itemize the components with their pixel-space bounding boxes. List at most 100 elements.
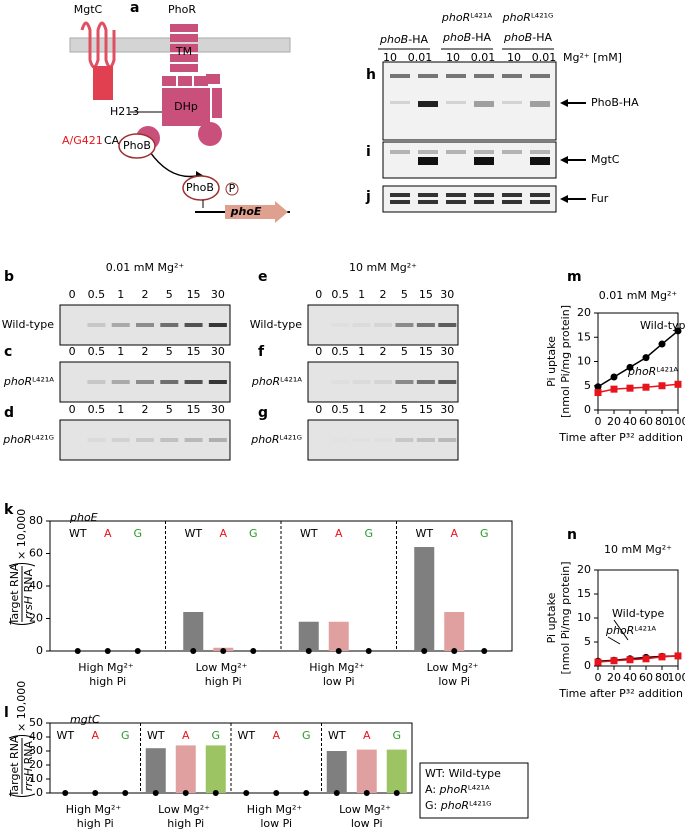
arrow <box>149 151 197 178</box>
time-label: 0 <box>315 345 322 358</box>
strain-label: Wild-type <box>250 318 303 331</box>
band <box>331 438 349 442</box>
y-label-factor: × 10,000 <box>15 509 28 560</box>
bar-base-dot <box>303 790 310 796</box>
y-tick-label: 10 <box>577 355 591 368</box>
time-label: 1 <box>358 403 365 416</box>
band <box>438 380 457 384</box>
gel <box>307 361 459 403</box>
marker <box>594 383 602 391</box>
panel-label: j <box>365 189 371 205</box>
x-tick-label: 40 <box>623 415 637 428</box>
y-tick-label: 5 <box>584 379 591 392</box>
band <box>474 200 494 204</box>
band <box>353 438 371 442</box>
y-label-numerator: Target RNA <box>8 735 21 797</box>
y-axis-label: Pi uptake <box>545 592 558 643</box>
x-tick-label: 20 <box>607 671 621 684</box>
series-header: G <box>364 527 373 540</box>
column-header: phoRᴸ⁴²¹ᴬ <box>441 11 492 24</box>
band <box>416 323 435 327</box>
band <box>530 74 550 78</box>
series-annotation: phoRᴸ⁴²¹ᴬ <box>627 365 678 378</box>
time-label: 15 <box>187 345 201 358</box>
series-header: A <box>363 729 371 742</box>
band <box>474 193 494 197</box>
y-tick-label: 15 <box>577 587 591 600</box>
marker <box>642 655 650 663</box>
panel-label: h <box>366 67 376 83</box>
dose-label: 0.01 <box>471 51 496 64</box>
bar-base-dot <box>421 648 428 654</box>
legend-entry: WT: Wild-type <box>425 767 501 780</box>
x-axis-label: Time after P³² addition (s) <box>558 431 685 444</box>
band <box>87 380 106 384</box>
band <box>136 323 154 327</box>
band <box>418 193 438 197</box>
bar-base-dot <box>363 790 370 796</box>
band <box>395 380 414 384</box>
band <box>438 438 457 442</box>
band <box>390 193 410 197</box>
band <box>390 101 410 104</box>
y-label-numerator: Target RNA <box>8 563 21 625</box>
band <box>502 74 522 78</box>
band-label: Fur <box>591 192 609 205</box>
marker <box>610 385 618 393</box>
series-header: G <box>133 527 142 540</box>
series-header: G <box>392 729 401 742</box>
y-tick-label: 20 <box>29 612 43 625</box>
column-header: phoB-HA <box>503 31 552 44</box>
time-label: 15 <box>187 288 201 301</box>
marker <box>674 327 682 335</box>
gel <box>59 419 231 461</box>
band <box>184 438 203 442</box>
x-tick-label: Low Mg²⁺ low Pi <box>427 661 482 688</box>
marker <box>610 373 618 381</box>
band <box>390 150 410 154</box>
label: PhoR <box>168 3 196 16</box>
x-tick-label: 40 <box>623 671 637 684</box>
x-tick-label: 0 <box>595 415 602 428</box>
condition-title: 10 mM Mg²⁺ <box>349 261 417 274</box>
panel-label: g <box>258 405 268 421</box>
time-label: 30 <box>440 345 454 358</box>
gene-arrow <box>225 201 288 223</box>
x-tick-label: 60 <box>639 415 653 428</box>
band <box>418 157 438 165</box>
bar-base-dot <box>305 648 312 654</box>
band <box>474 74 494 78</box>
arrowhead <box>560 195 568 203</box>
bar-base-dot <box>333 790 340 796</box>
series-annotation: Wild-type <box>612 607 665 620</box>
band <box>374 323 392 327</box>
marker <box>594 658 602 666</box>
strain-label: phoRᴸ⁴²¹ᴬ <box>251 375 302 388</box>
band <box>502 101 522 104</box>
bracket <box>8 563 36 625</box>
bar-base-dot <box>212 790 219 796</box>
time-label: 5 <box>401 288 408 301</box>
y-tick-label: 10 <box>29 772 43 785</box>
band <box>438 323 457 327</box>
bar-base-dot <box>481 648 488 654</box>
series-header: WT <box>56 729 74 742</box>
time-label: 15 <box>419 345 433 358</box>
time-label: 5 <box>401 403 408 416</box>
band-label: MgtC <box>591 153 620 166</box>
series-header: A <box>104 527 112 540</box>
band <box>502 200 522 204</box>
bar-base-dot <box>182 790 189 796</box>
y-axis-label: Pi uptake <box>545 336 558 387</box>
time-label: 2 <box>142 403 149 416</box>
panel-label: n <box>567 527 577 543</box>
time-label: 30 <box>211 345 225 358</box>
x-tick-label: 0 <box>595 671 602 684</box>
band <box>474 150 494 154</box>
bar-base-dot <box>92 790 99 796</box>
time-label: 2 <box>380 403 387 416</box>
x-tick-label: 100 <box>668 415 685 428</box>
marker <box>642 383 650 391</box>
